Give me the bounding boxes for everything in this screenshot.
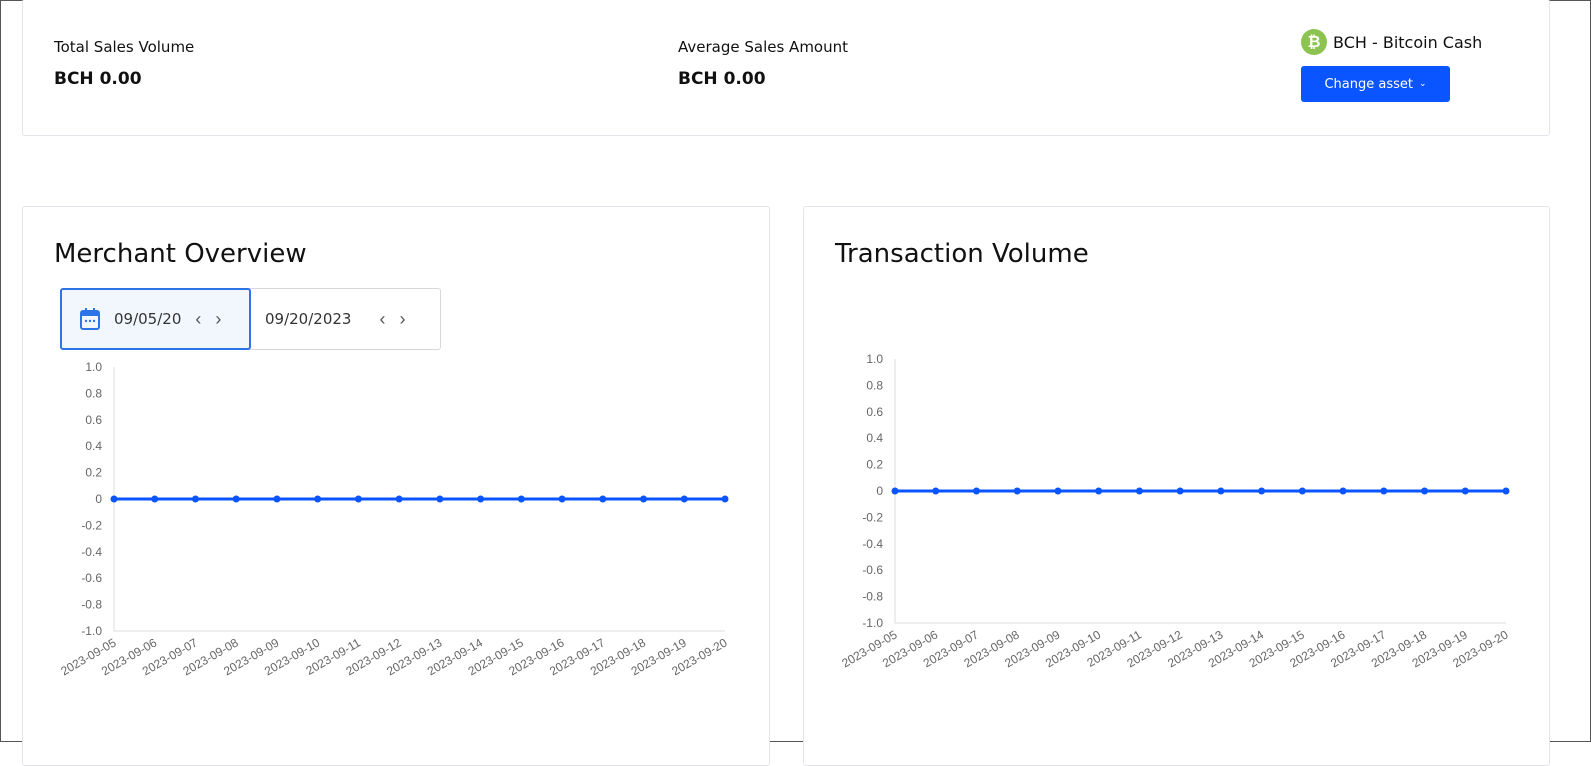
- data-point: [354, 495, 362, 503]
- data-point: [1339, 487, 1347, 495]
- data-point: [395, 495, 403, 503]
- y-tick-label: 0.8: [866, 378, 883, 392]
- data-point: [972, 487, 980, 495]
- end-prev-icon[interactable]: ‹: [379, 308, 386, 329]
- data-point: [110, 495, 118, 503]
- data-point: [1054, 487, 1062, 495]
- data-point: [558, 495, 566, 503]
- y-tick-label: 0.8: [85, 386, 102, 400]
- y-tick-label: -0.2: [81, 518, 102, 532]
- data-point: [477, 495, 485, 503]
- y-tick-label: -1.0: [81, 624, 102, 638]
- y-tick-label: -1.0: [862, 616, 883, 630]
- date-range-picker[interactable]: 09/05/20 ‹ › 09/20/2023 ‹ ›: [60, 288, 441, 350]
- data-point: [1176, 487, 1184, 495]
- start-date-value: 09/05/20: [114, 310, 182, 328]
- y-tick-label: -0.4: [81, 545, 102, 559]
- total-sales-value: BCH 0.00: [54, 69, 142, 89]
- data-point: [1298, 487, 1306, 495]
- calendar-icon: [80, 308, 100, 330]
- y-tick-label: 0.4: [866, 431, 883, 445]
- y-tick-label: -0.8: [862, 590, 883, 604]
- transaction-volume-chart: 1.00.80.60.40.20-0.2-0.4-0.6-0.8-1.02023…: [839, 352, 1510, 670]
- start-next-icon[interactable]: ›: [215, 308, 222, 329]
- bitcoin-cash-icon: ₿: [1301, 29, 1327, 55]
- data-point: [191, 495, 199, 503]
- data-point: [721, 495, 729, 503]
- data-point: [151, 495, 159, 503]
- data-point: [314, 495, 322, 503]
- y-tick-label: 0.2: [85, 466, 102, 480]
- data-point: [1258, 487, 1266, 495]
- avg-sales-value: BCH 0.00: [678, 69, 766, 89]
- selected-asset: ₿ BCH - Bitcoin Cash: [1301, 29, 1482, 55]
- y-tick-label: 0.4: [85, 439, 102, 453]
- y-tick-label: -0.8: [81, 598, 102, 612]
- data-point: [1502, 487, 1510, 495]
- transaction-volume-card: [803, 206, 1550, 766]
- change-asset-label: Change asset: [1324, 76, 1413, 92]
- data-point: [1013, 487, 1021, 495]
- y-tick-label: 1.0: [866, 352, 883, 366]
- data-point: [1095, 487, 1103, 495]
- data-point: [932, 487, 940, 495]
- avg-sales-label: Average Sales Amount: [678, 38, 849, 56]
- start-prev-icon[interactable]: ‹: [195, 308, 202, 329]
- data-point: [436, 495, 444, 503]
- data-point: [599, 495, 607, 503]
- data-point: [1421, 487, 1429, 495]
- y-tick-label: -0.4: [862, 537, 883, 551]
- y-tick-label: -0.2: [862, 510, 883, 524]
- y-tick-label: -0.6: [862, 563, 883, 577]
- data-point: [273, 495, 281, 503]
- chevron-down-icon: ⌄: [1418, 79, 1427, 89]
- y-tick-label: 0: [876, 484, 883, 498]
- y-tick-label: -0.6: [81, 571, 102, 585]
- data-point: [640, 495, 648, 503]
- data-point: [1217, 487, 1225, 495]
- y-tick-label: 0.2: [866, 458, 883, 472]
- y-tick-label: 0: [95, 492, 102, 506]
- end-date-value: 09/20/2023: [265, 310, 352, 328]
- end-next-icon[interactable]: ›: [399, 308, 406, 329]
- summary-card: [22, 0, 1550, 136]
- end-date-input[interactable]: 09/20/2023 ‹ ›: [251, 289, 405, 349]
- data-point: [232, 495, 240, 503]
- change-asset-button[interactable]: Change asset ⌄: [1301, 66, 1450, 102]
- data-point: [1461, 487, 1469, 495]
- merchant-overview-chart: 1.00.80.60.40.20-0.2-0.4-0.6-0.8-1.02023…: [58, 360, 729, 678]
- data-point: [680, 495, 688, 503]
- data-point: [891, 487, 899, 495]
- y-tick-label: 0.6: [85, 413, 102, 427]
- asset-name: BCH - Bitcoin Cash: [1333, 32, 1483, 52]
- data-point: [1380, 487, 1388, 495]
- y-tick-label: 1.0: [85, 360, 102, 374]
- y-tick-label: 0.6: [866, 405, 883, 419]
- data-point: [517, 495, 525, 503]
- data-point: [1135, 487, 1143, 495]
- total-sales-label: Total Sales Volume: [54, 38, 195, 56]
- merchant-overview-title: Merchant Overview: [54, 239, 307, 269]
- start-date-input[interactable]: 09/05/20 ‹ ›: [60, 288, 251, 350]
- transaction-volume-title: Transaction Volume: [835, 239, 1089, 269]
